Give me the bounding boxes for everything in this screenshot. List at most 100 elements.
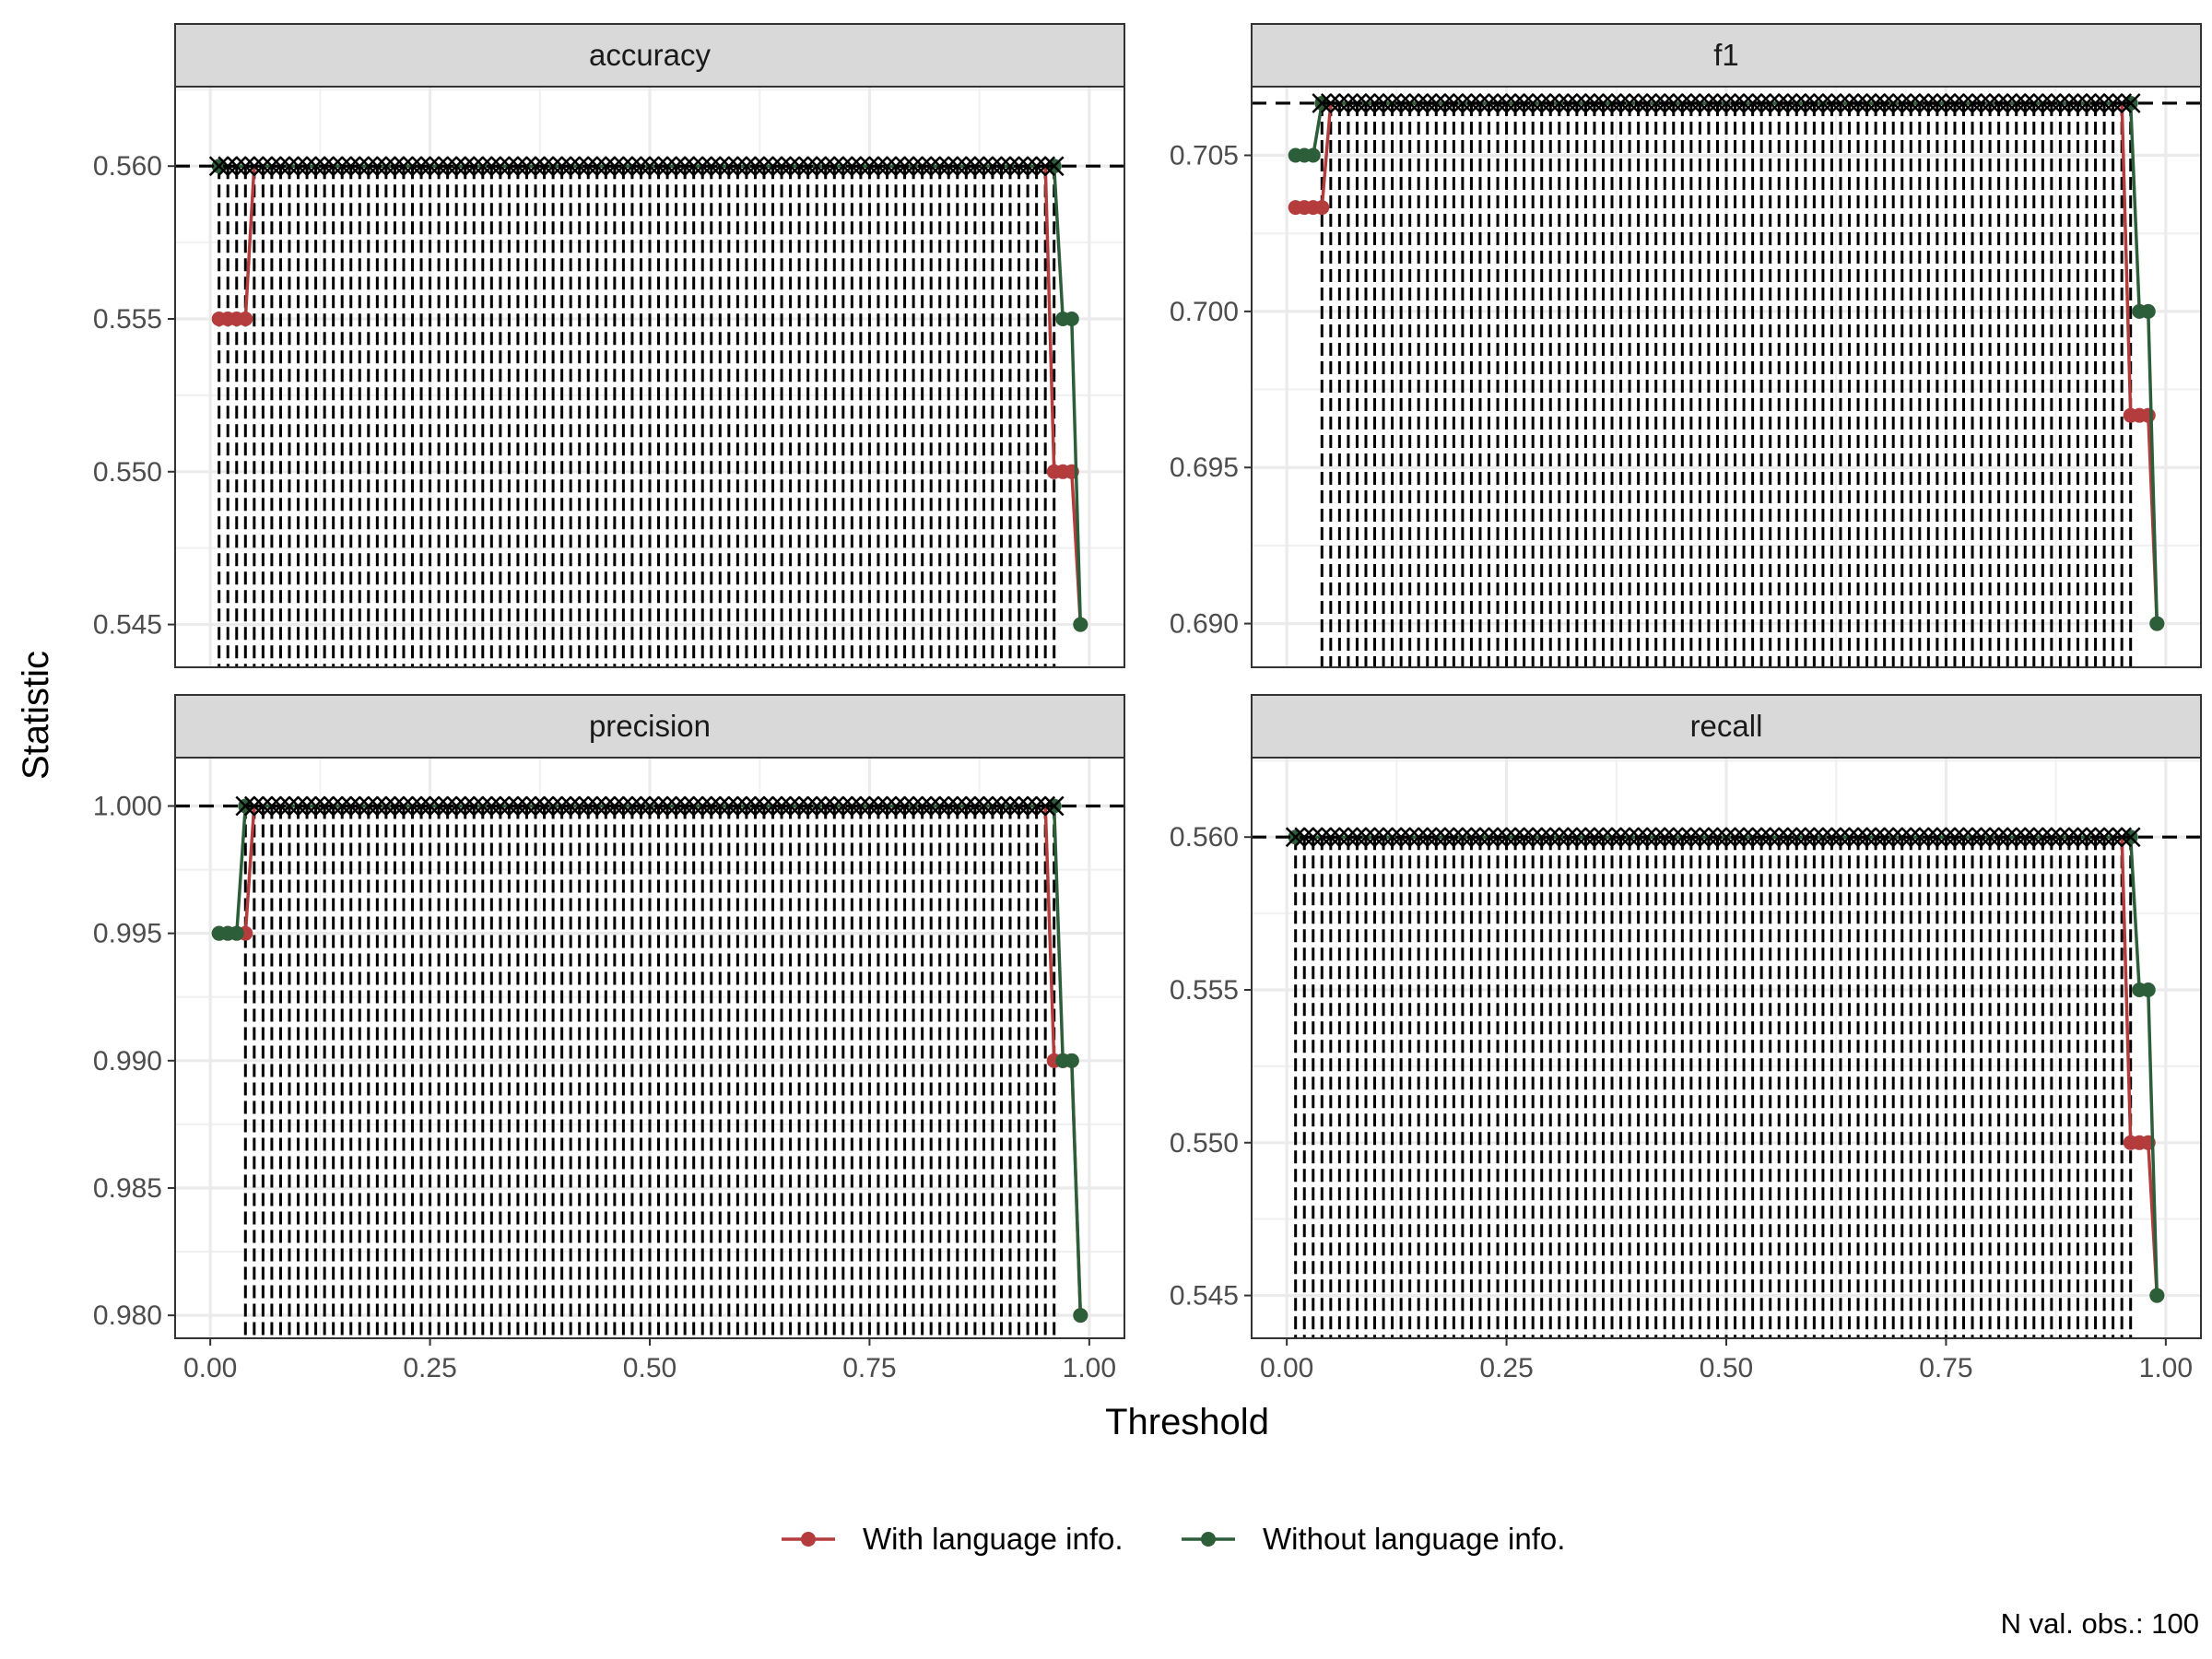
optimal-marker [886,156,906,177]
optimal-marker [226,156,247,177]
optimal-marker [1804,827,1825,848]
optimal-marker [1417,93,1438,113]
optimal-marker [1470,827,1490,848]
facet-panel-precision: precision 0.980 0.985 0.990 0.995 1.000 0.00 0.… [93,694,1125,1383]
optimal-marker [929,156,950,177]
optimal-marker [2067,93,2088,113]
optimal-marker [692,795,713,817]
y-tick-label: 0.985 [93,1173,162,1204]
optimal-marker [1759,93,1781,113]
optimal-marker [270,795,291,817]
optimal-marker [349,795,371,817]
optimal-marker [622,156,642,177]
optimal-marker [1426,93,1447,113]
optimal-marker [604,795,625,817]
facet-strip [174,23,1125,88]
optimal-marker [736,156,757,177]
optimal-marker [718,156,739,177]
optimal-marker [1443,827,1465,848]
optimal-marker [1734,827,1754,848]
optimal-marker [877,156,898,177]
facet-strip [1251,23,2202,88]
panel-plot-area [1252,758,2201,1338]
optimal-marker [349,156,371,177]
optimal-marker [2006,93,2027,113]
optimal-marker [640,795,660,817]
optimal-marker [489,795,511,817]
optimal-marker [1751,93,1772,113]
optimal-marker [218,156,239,177]
optimal-marker [1813,93,1833,113]
y-tick-label: 0.995 [93,919,162,949]
optimal-marker [2006,827,2027,848]
y-tick-label: 0.690 [1170,609,1239,640]
optimal-marker [956,795,977,817]
optimal-marker [2102,827,2124,848]
optimal-marker [1531,93,1552,113]
optimal-marker [297,156,317,177]
optimal-marker [1680,827,1701,848]
optimal-marker [253,156,274,177]
optimal-marker [2067,827,2088,848]
optimal-marker [727,156,748,177]
optimal-marker [481,156,502,177]
series-point-without [2140,303,2156,319]
optimal-marker [1918,827,1939,848]
optimal-markers [1285,827,2141,848]
facet-panel-f1: f1 0.690 0.695 0.700 0.705 [1170,23,2202,668]
optimal-marker [1382,93,1403,113]
optimal-marker [745,156,766,177]
optimal-marker [323,795,344,817]
optimal-marker [1821,93,1842,113]
optimal-marker [1962,827,1983,848]
optimal-marker [1759,827,1781,848]
optimal-marker [2059,827,2079,848]
x-tick-label: 0.50 [623,1353,677,1383]
optimal-marker [675,795,696,817]
optimal-marker [305,795,326,817]
optimal-marker [454,795,476,817]
optimal-marker [367,795,388,817]
optimal-marker [938,156,959,177]
optimal-marker [2112,93,2133,113]
optimal-marker [1777,827,1798,848]
optimal-marker [868,795,888,817]
optimal-marker [675,156,696,177]
panel-border [1251,86,2202,668]
optimal-marker [1794,93,1816,113]
optimal-marker [1988,827,2009,848]
y-tick-label: 0.545 [1170,1281,1239,1312]
optimal-marker [1312,93,1333,113]
optimal-marker [1821,827,1842,848]
optimal-marker [1540,93,1561,113]
optimal-marker [1909,93,1930,113]
optimal-marker [288,795,309,817]
optimal-marker [1294,827,1315,848]
optimal-marker [1971,827,1992,848]
optimal-marker [543,156,563,177]
optimal-marker [780,156,801,177]
optimal-marker [824,156,845,177]
optimal-marker [1575,827,1596,848]
optimal-marker [1364,93,1385,113]
optimal-marker [2015,93,2036,113]
optimal-marker [771,795,792,817]
optimal-marker [1478,93,1500,113]
optimal-marker [525,795,546,817]
optimal-marker [1602,93,1622,113]
optimal-marker [2023,93,2044,113]
optimal-marker [754,156,774,177]
legend-key-point [801,1532,816,1547]
optimal-marker [1434,93,1455,113]
optimal-marker [973,795,994,817]
optimal-marker [973,156,994,177]
optimal-marker [332,795,353,817]
optimal-marker [806,156,828,177]
optimal-marker [1593,827,1614,848]
optimal-marker [2050,827,2071,848]
optimal-marker [1434,827,1455,848]
optimal-marker [657,795,677,817]
optimal-marker [1874,827,1895,848]
optimal-marker [912,795,933,817]
optimal-marker [1478,827,1500,848]
